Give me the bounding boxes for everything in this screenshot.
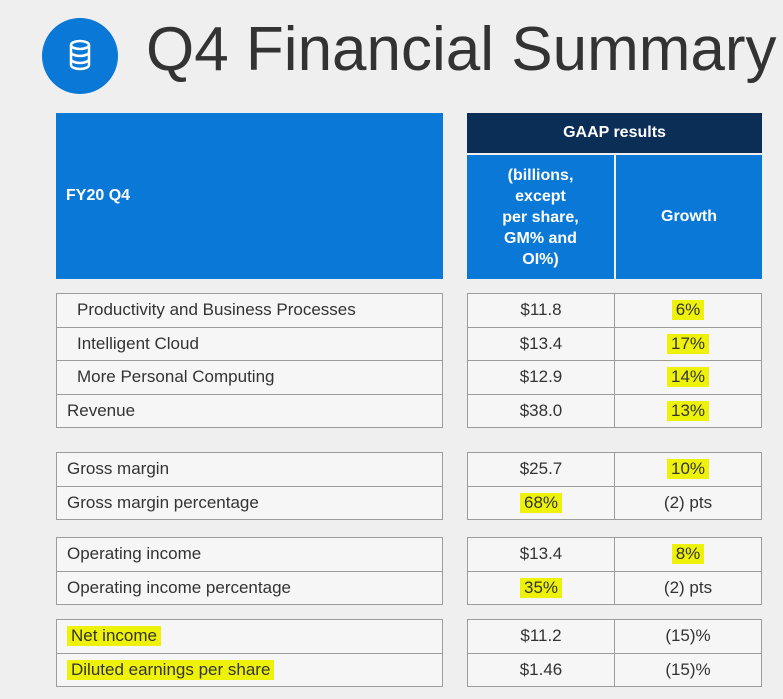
unit-line: per share, xyxy=(502,208,579,226)
cell-text: $38.0 xyxy=(519,400,563,420)
cell-text: 8% xyxy=(671,544,705,565)
cell-text: 13% xyxy=(666,400,710,421)
growth-cell: (15)% xyxy=(614,619,762,654)
value-cell: $11.2 xyxy=(467,619,615,654)
cell-text: Net income xyxy=(67,626,161,647)
cell-text: (2) pts xyxy=(663,577,713,597)
cell-text: (15)% xyxy=(665,659,711,679)
cell-text: $13.4 xyxy=(519,333,563,353)
cell-text: Revenue xyxy=(67,400,136,420)
icon xyxy=(42,18,118,94)
growth-cell: 6% xyxy=(614,293,762,328)
cell-text: Productivity and Business Processes xyxy=(77,300,356,320)
value-cell: $38.0 xyxy=(467,393,615,428)
cell-text: 10% xyxy=(666,459,710,480)
unit-line: except xyxy=(515,187,566,205)
growth-cell: (2) pts xyxy=(614,485,762,520)
cell-text: $11.8 xyxy=(520,300,562,320)
value-cell: $12.9 xyxy=(467,360,615,395)
cell-text: 14% xyxy=(666,367,710,388)
cell-text: Gross margin xyxy=(67,459,170,479)
label-cell: Revenue xyxy=(56,393,443,428)
value-cell: $1.46 xyxy=(467,652,615,687)
label-cell: Gross margin xyxy=(56,452,443,487)
label-cell: Operating income xyxy=(56,537,443,572)
label-cell: Net income xyxy=(56,619,443,654)
growth-cell: 17% xyxy=(614,326,762,361)
label-cell: Intelligent Cloud xyxy=(56,326,443,361)
cell-text: (2) pts xyxy=(663,492,713,512)
cell-text: $25.7 xyxy=(519,459,563,479)
growth-cell: 14% xyxy=(614,360,762,395)
growth-cell: (2) pts xyxy=(614,570,762,605)
value-cell: $25.7 xyxy=(467,452,615,487)
label-cell: More Personal Computing xyxy=(56,360,443,395)
value-cell: $11.8 xyxy=(467,293,615,328)
growth-header: Growth xyxy=(616,155,762,279)
cell-text: $11.2 xyxy=(520,626,562,646)
value-cell: 68% xyxy=(467,485,615,520)
title: Q4 Financial Summary xyxy=(146,15,777,84)
cell-text: Gross margin percentage xyxy=(67,492,259,512)
label-cell: Diluted earnings per share xyxy=(56,652,443,687)
cell-text: Intelligent Cloud xyxy=(77,333,199,353)
growth-cell: (15)% xyxy=(614,652,762,687)
cell-text: (15)% xyxy=(665,626,711,646)
cell-text: $13.4 xyxy=(519,544,563,564)
unit-header: (billions, except per share, GM% and OI%) xyxy=(467,155,614,279)
cell-text: $12.9 xyxy=(519,367,563,387)
value-cell: 35% xyxy=(467,570,615,605)
cell-text: 17% xyxy=(666,333,710,354)
unit-line: GM% and xyxy=(504,229,577,247)
cell-text: 6% xyxy=(671,300,705,321)
value-cell: $13.4 xyxy=(467,326,615,361)
growth-cell: 8% xyxy=(614,537,762,572)
unit-line: (billions, xyxy=(507,166,574,184)
cell-text: 68% xyxy=(519,492,563,513)
unit-line: OI%) xyxy=(522,250,559,268)
group-header: GAAP results xyxy=(467,113,762,153)
growth-cell: 10% xyxy=(614,452,762,487)
cell-text: Operating income xyxy=(67,544,202,564)
period-header: FY20 Q4 xyxy=(56,113,443,279)
label-cell: Gross margin percentage xyxy=(56,485,443,520)
growth-cell: 13% xyxy=(614,393,762,428)
label-cell: Operating income percentage xyxy=(56,570,443,605)
cell-text: More Personal Computing xyxy=(77,367,275,387)
value-cell: $13.4 xyxy=(467,537,615,572)
cell-text: Operating income percentage xyxy=(67,577,291,597)
cell-text: 35% xyxy=(519,577,563,598)
label-cell: Productivity and Business Processes xyxy=(56,293,443,328)
cell-text: $1.46 xyxy=(519,659,563,679)
cell-text: Diluted earnings per share xyxy=(67,659,275,680)
